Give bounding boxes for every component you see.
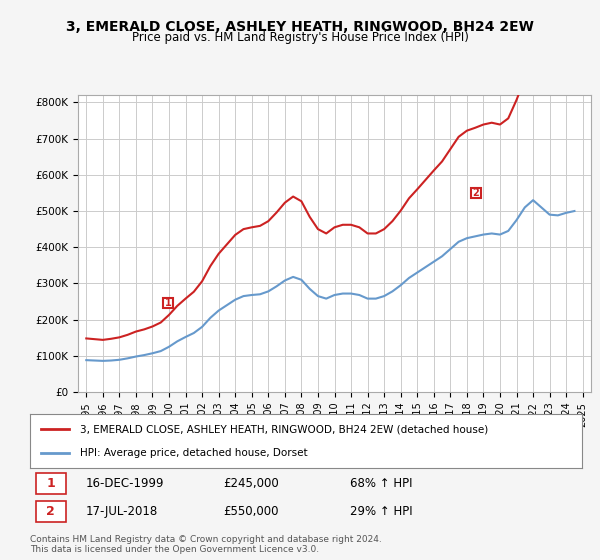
Text: Price paid vs. HM Land Registry's House Price Index (HPI): Price paid vs. HM Land Registry's House … (131, 31, 469, 44)
FancyBboxPatch shape (35, 501, 66, 522)
Text: £245,000: £245,000 (223, 477, 279, 490)
FancyBboxPatch shape (35, 473, 66, 494)
Text: 3, EMERALD CLOSE, ASHLEY HEATH, RINGWOOD, BH24 2EW: 3, EMERALD CLOSE, ASHLEY HEATH, RINGWOOD… (66, 20, 534, 34)
Text: 29% ↑ HPI: 29% ↑ HPI (350, 505, 413, 518)
Text: Contains HM Land Registry data © Crown copyright and database right 2024.
This d: Contains HM Land Registry data © Crown c… (30, 535, 382, 554)
Text: 1: 1 (46, 477, 55, 490)
Text: 1: 1 (165, 298, 172, 309)
Text: 2: 2 (472, 188, 479, 198)
Text: 3, EMERALD CLOSE, ASHLEY HEATH, RINGWOOD, BH24 2EW (detached house): 3, EMERALD CLOSE, ASHLEY HEATH, RINGWOOD… (80, 424, 488, 435)
Text: 68% ↑ HPI: 68% ↑ HPI (350, 477, 413, 490)
Text: £550,000: £550,000 (223, 505, 278, 518)
Text: 16-DEC-1999: 16-DEC-1999 (85, 477, 164, 490)
Text: HPI: Average price, detached house, Dorset: HPI: Average price, detached house, Dors… (80, 447, 307, 458)
Text: 17-JUL-2018: 17-JUL-2018 (85, 505, 157, 518)
Text: 2: 2 (46, 505, 55, 518)
